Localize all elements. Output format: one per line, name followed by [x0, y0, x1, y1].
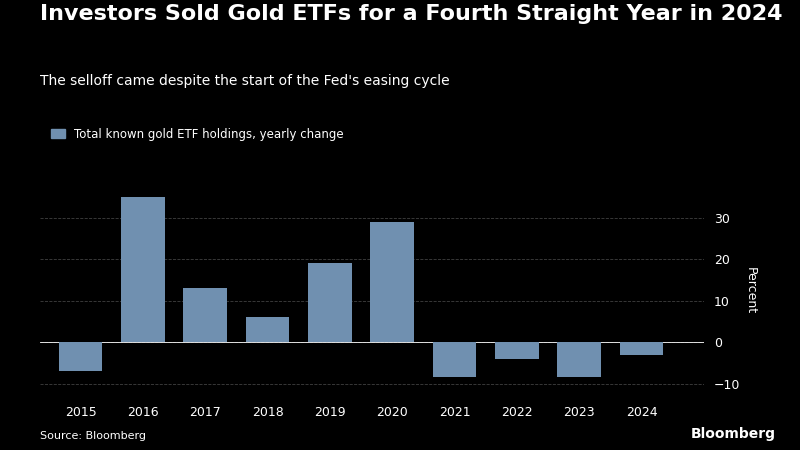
Bar	[246, 317, 290, 342]
Text: The selloff came despite the start of the Fed's easing cycle: The selloff came despite the start of th…	[40, 74, 450, 88]
Legend: Total known gold ETF holdings, yearly change: Total known gold ETF holdings, yearly ch…	[46, 123, 349, 145]
Text: Source: Bloomberg: Source: Bloomberg	[40, 431, 146, 441]
Text: Investors Sold Gold ETFs for a Fourth Straight Year in 2024: Investors Sold Gold ETFs for a Fourth St…	[40, 4, 782, 24]
Y-axis label: Percent: Percent	[744, 267, 757, 314]
Bar	[121, 197, 165, 342]
Bar	[558, 342, 601, 378]
Bar	[308, 263, 352, 342]
Bar	[620, 342, 663, 355]
Bar	[433, 342, 477, 378]
Bar	[370, 222, 414, 342]
Bar	[183, 288, 227, 342]
Bar	[58, 342, 102, 371]
Bar	[495, 342, 538, 359]
Text: Bloomberg: Bloomberg	[691, 427, 776, 441]
